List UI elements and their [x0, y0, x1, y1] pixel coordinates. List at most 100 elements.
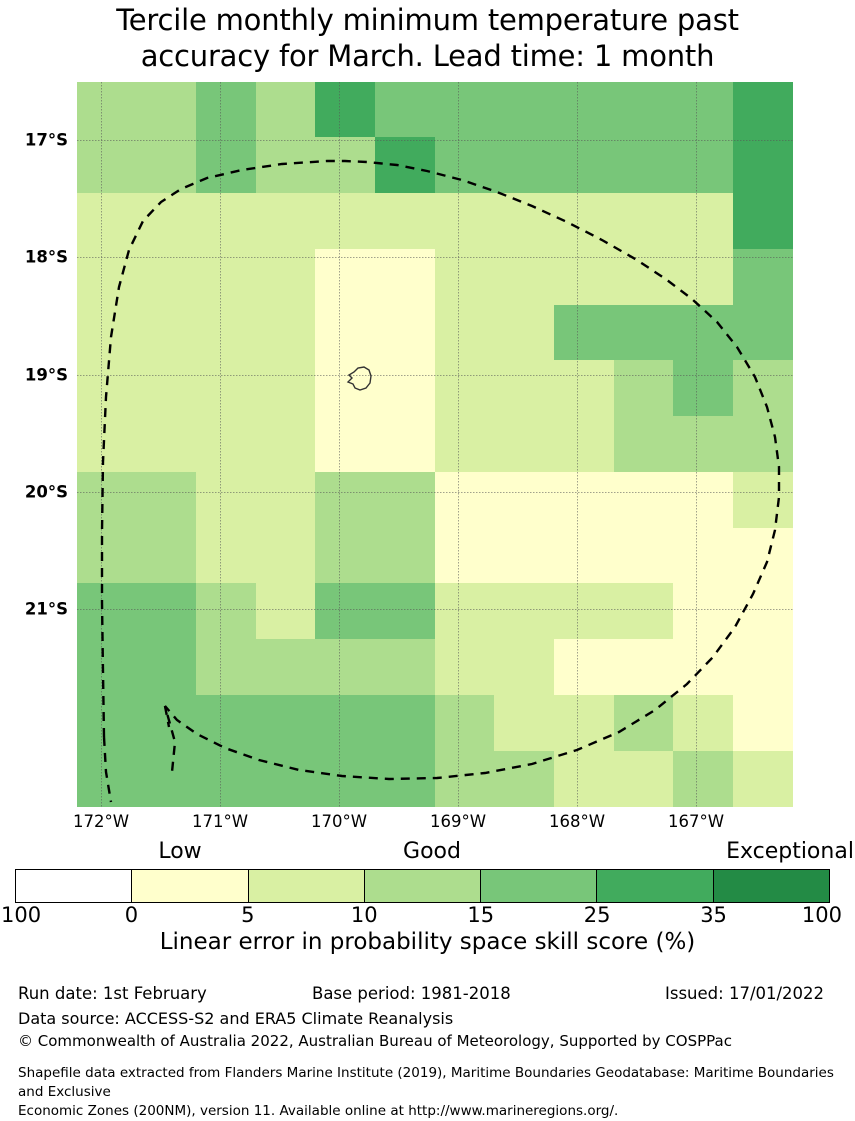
heatmap-cell [195, 583, 257, 641]
colorbar-tick-labels: 100 0 5 10 15 25 35 100 [0, 903, 855, 929]
heatmap-cell [136, 82, 197, 139]
heatmap-cell [136, 193, 197, 250]
colorbar-category-label: Good [403, 839, 461, 864]
heatmap-cell [195, 82, 257, 139]
x-axis-tick-label: 167°W [667, 812, 725, 831]
heatmap-cell [673, 193, 734, 250]
heatmap-cell [374, 416, 436, 473]
heatmap-cell [255, 82, 317, 139]
heatmap-cell [255, 304, 317, 362]
heatmap-cell [77, 583, 138, 641]
colorbar-category-labels: Low Good Exceptional [0, 839, 855, 867]
heatmap-cell [434, 137, 496, 195]
heatmap-cell [255, 416, 317, 473]
footer-copyright: © Commonwealth of Australia 2022, Austra… [18, 1032, 732, 1050]
footer: Run date: 1st February Base period: 1981… [0, 984, 855, 1121]
heatmap-cell [77, 304, 138, 362]
heatmap-cell [374, 304, 436, 362]
heatmap-cell [255, 248, 317, 306]
heatmap-cell [613, 193, 675, 250]
colorbar [15, 869, 830, 903]
heatmap-cell [374, 583, 436, 641]
heatmap-cell [77, 82, 138, 139]
heatmap-cell [315, 137, 376, 195]
heatmap-cell [434, 416, 496, 473]
colorbar-tick-label: 0 [124, 903, 139, 927]
heatmap-cell [195, 248, 257, 306]
heatmap-cell [434, 471, 496, 529]
heatmap-cell [136, 694, 197, 752]
heatmap-cell [434, 82, 496, 139]
heatmap-cell [613, 360, 675, 418]
heatmap-cell [374, 193, 436, 250]
heatmap-cell [553, 527, 615, 585]
colorbar-tick-label: 100 [1, 903, 42, 927]
colorbar-tick-label: 100 [801, 903, 842, 927]
heatmap-cell [613, 527, 675, 585]
colorbar-segment [363, 870, 481, 902]
heatmap-cell [136, 248, 197, 306]
heatmap-cell [255, 639, 317, 696]
heatmap-cell [195, 694, 257, 752]
heatmap-cell [434, 639, 496, 696]
heatmap-cell [374, 137, 436, 195]
heatmap-cell [613, 583, 675, 641]
heatmap-cell [613, 248, 675, 306]
heatmap-cell [732, 304, 793, 362]
footer-shapefile-line-1: Shapefile data extracted from Flanders M… [18, 1065, 834, 1100]
heatmap-cell [613, 694, 675, 752]
heatmap-cell [195, 304, 257, 362]
heatmap-cell [553, 137, 615, 195]
heatmap-cell [553, 304, 615, 362]
heatmap-cell [374, 694, 436, 752]
colorbar-category-label: Low [158, 839, 202, 864]
heatmap-cell [673, 527, 734, 585]
heatmap-cell [374, 527, 436, 585]
heatmap-cell [315, 193, 376, 250]
heatmap-cell [195, 416, 257, 473]
heatmap-cell [136, 471, 197, 529]
heatmap-cell [732, 471, 793, 529]
x-axis-tick-label: 172°W [72, 812, 130, 831]
heatmap-cell [136, 639, 197, 696]
heatmap-cell [494, 694, 555, 752]
heatmap-cell [374, 360, 436, 418]
colorbar-axis-label: Linear error in probability space skill … [159, 929, 696, 955]
heatmap-cell [255, 193, 317, 250]
heatmap-cell [136, 360, 197, 418]
heatmap-cell [195, 471, 257, 529]
colorbar-segment [596, 870, 713, 902]
heatmap-cell [732, 137, 793, 195]
heatmap-cell [553, 750, 615, 807]
heatmap-cell [434, 248, 496, 306]
footer-base-period: Base period: 1981-2018 [312, 984, 511, 1003]
heatmap-cell [732, 82, 793, 139]
heatmap-cell [553, 193, 615, 250]
heatmap-cell [374, 471, 436, 529]
colorbar-segment [131, 870, 248, 902]
heatmap-cell [315, 82, 376, 139]
map-plot-area [77, 82, 793, 807]
heatmap-cell [732, 193, 793, 250]
heatmap-cell [673, 416, 734, 473]
heatmap-cell [494, 416, 555, 473]
heatmap-cell [77, 639, 138, 696]
heatmap-cell [315, 639, 376, 696]
footer-data-source: Data source: ACCESS-S2 and ERA5 Climate … [18, 1009, 454, 1028]
heatmap-cell [732, 416, 793, 473]
heatmap-cell [673, 248, 734, 306]
heatmap-cell [494, 583, 555, 641]
colorbar-tick-label: 25 [583, 903, 611, 927]
heatmap-cell [553, 82, 615, 139]
heatmap-cell [613, 137, 675, 195]
heatmap-cell [434, 694, 496, 752]
heatmap-cell [434, 750, 496, 807]
heatmap-cell [255, 583, 317, 641]
colorbar-tick-label: 15 [467, 903, 495, 927]
heatmap-cell [553, 583, 615, 641]
title-line-1: Tercile monthly minimum temperature past [116, 3, 739, 37]
heatmap-cell [673, 694, 734, 752]
heatmap-cell [494, 750, 555, 807]
heatmap-cell [315, 750, 376, 807]
heatmap-cell [77, 416, 138, 473]
